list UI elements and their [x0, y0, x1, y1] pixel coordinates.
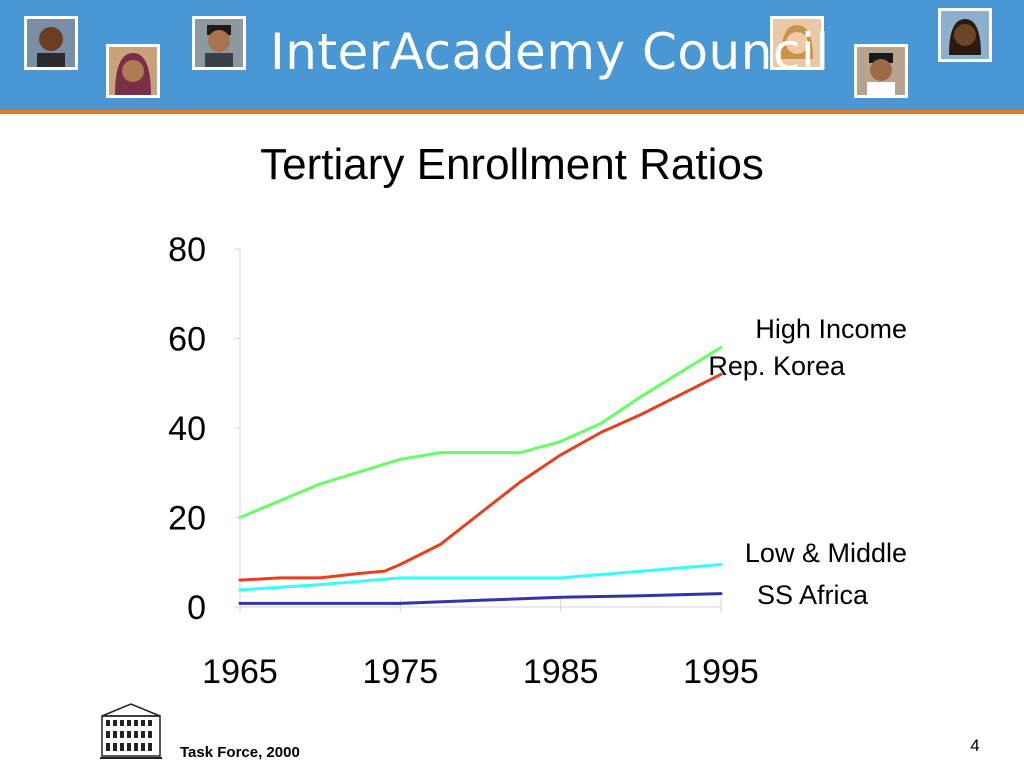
x-tick-label: 1965	[202, 653, 278, 691]
chart-title: Tertiary Enrollment Ratios	[260, 140, 764, 189]
series-line-rep-korea	[238, 372, 723, 582]
person-portrait-icon	[192, 16, 246, 70]
header-rule	[0, 110, 1024, 114]
line-chart: 0 20 40 60 80 1965 1975 1985 1995 High Income Rep.…	[168, 231, 907, 691]
y-tick-label: 0	[187, 589, 206, 627]
x-tick-label: 1985	[523, 653, 599, 691]
series-line-low-middle	[238, 563, 723, 592]
series-label: SS Africa	[757, 580, 869, 610]
person-portrait-icon	[854, 44, 908, 98]
person-portrait-icon	[106, 44, 160, 98]
x-tick-label: 1975	[363, 653, 439, 691]
footer-credit: Task Force, 2000	[180, 744, 300, 761]
academy-building-icon	[98, 698, 164, 760]
series-line-high-income	[238, 345, 723, 519]
x-tick-label: 1995	[683, 653, 759, 691]
y-tick-label: 80	[168, 231, 206, 269]
person-portrait-icon	[938, 8, 992, 62]
series-line-ss-africa	[238, 592, 723, 605]
y-tick-label: 60	[168, 321, 206, 359]
y-tick-label: 20	[168, 500, 206, 538]
page-number: 4	[970, 736, 980, 755]
series-label: Rep. Korea	[708, 351, 846, 381]
header-banner	[0, 0, 1024, 110]
series-label: High Income	[755, 314, 907, 344]
person-portrait-icon	[24, 16, 78, 70]
series-label: Low & Middle	[745, 538, 907, 568]
brand-name: InterAcademy Council	[270, 23, 830, 81]
person-portrait-icon	[770, 16, 824, 70]
y-tick-label: 40	[168, 410, 206, 448]
